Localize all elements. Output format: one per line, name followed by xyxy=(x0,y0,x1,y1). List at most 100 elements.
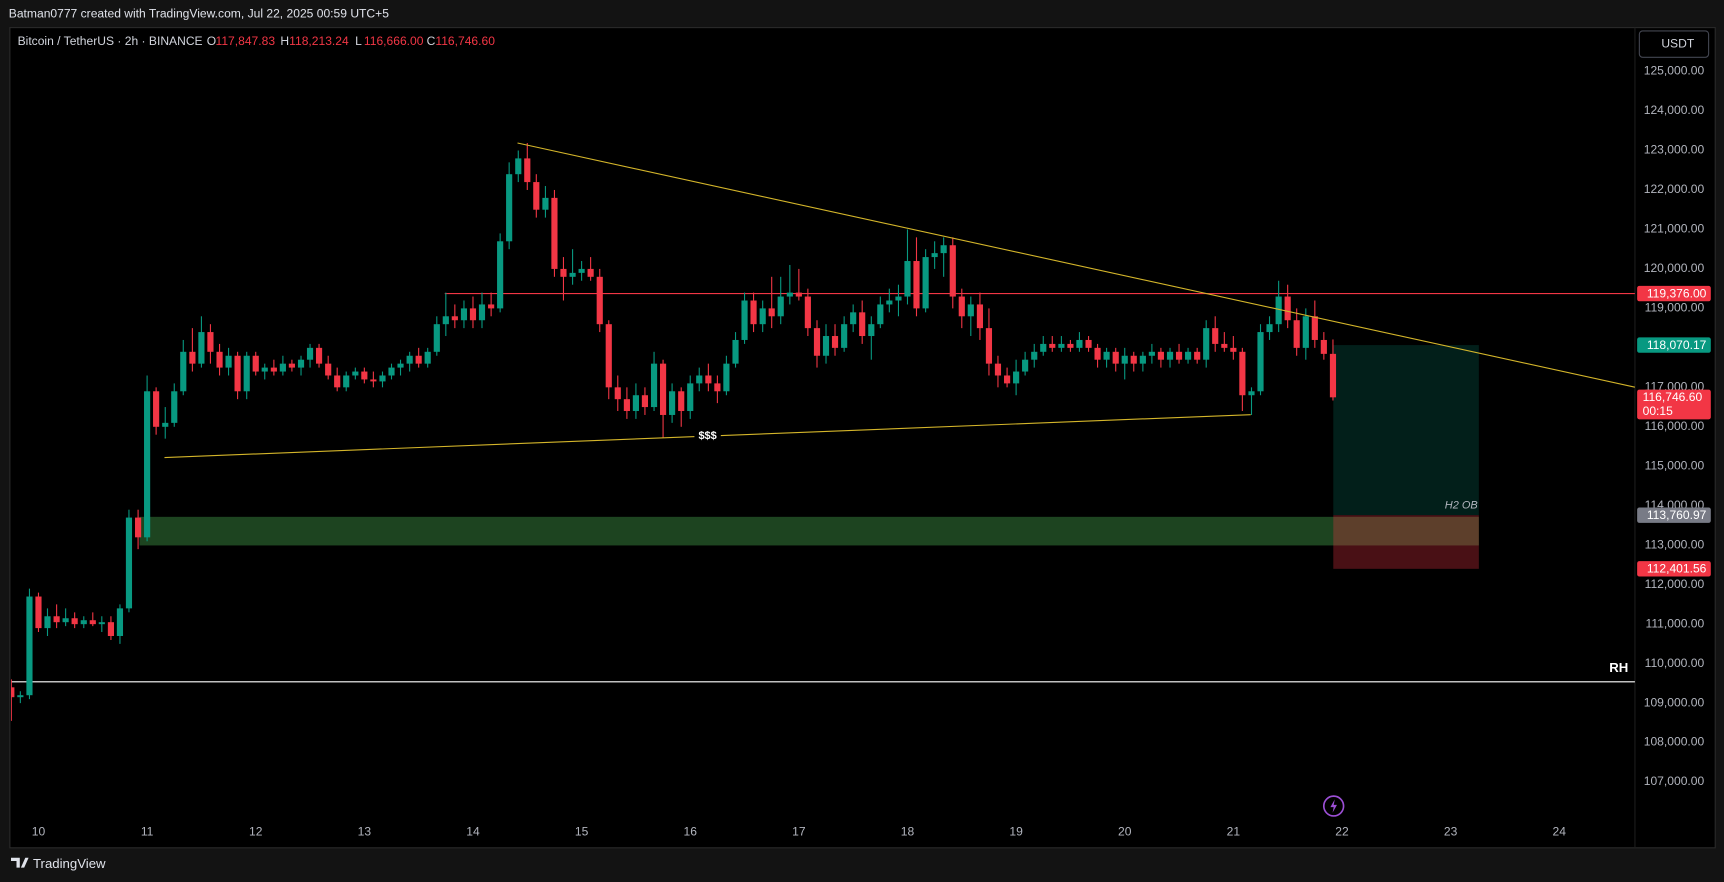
alert-bolt[interactable] xyxy=(1330,799,1337,813)
candle-body xyxy=(669,391,676,415)
candle-body xyxy=(904,261,911,297)
candle-body xyxy=(1166,351,1174,360)
y-tick-label: 107,000.00 xyxy=(1644,774,1705,788)
candle-body xyxy=(225,355,232,368)
candle-body xyxy=(1013,371,1020,384)
candle-body xyxy=(976,304,984,329)
candle-body xyxy=(1031,351,1038,360)
candle-body xyxy=(10,687,15,698)
candle-body xyxy=(804,296,811,329)
candle-body xyxy=(153,391,160,427)
x-tick-label: 10 xyxy=(32,825,46,839)
brand-logo[interactable] xyxy=(10,857,29,868)
axes: 107,000.00 108,000.00 109,000.00 110,000.00… xyxy=(32,64,1711,839)
candle-body xyxy=(868,324,875,337)
candle-body xyxy=(261,367,268,372)
candle-body xyxy=(107,622,115,636)
alert-circle[interactable] xyxy=(1322,795,1345,817)
candle-body xyxy=(850,312,857,325)
trendline-text-bg xyxy=(694,428,721,444)
y-tick-label: 109,000.00 xyxy=(1644,695,1705,709)
candle-body xyxy=(469,308,477,321)
candle-body xyxy=(198,332,205,364)
candle-body xyxy=(1067,343,1074,348)
candle-body xyxy=(1022,359,1029,372)
ohlc-prefix: H xyxy=(280,34,289,48)
x-tick-label: 21 xyxy=(1227,825,1241,839)
x-tick-label: 18 xyxy=(901,825,915,839)
y-tick-label: 121,000.00 xyxy=(1644,222,1705,236)
level-price-label: 119,376.00 xyxy=(1647,286,1707,300)
candle-body xyxy=(488,304,495,309)
y-tick-label: 120,000.00 xyxy=(1644,261,1705,275)
candle-body xyxy=(596,276,603,325)
candle-body xyxy=(433,324,440,352)
candle-body xyxy=(967,304,974,317)
candle-body xyxy=(841,324,848,348)
y-tick-label: 123,000.00 xyxy=(1644,143,1705,157)
brand-name[interactable]: TradingView xyxy=(33,856,106,871)
stop-price-label: 112,401.56 xyxy=(1647,562,1707,576)
candle-body xyxy=(270,367,277,372)
candle-body xyxy=(361,371,368,380)
candle-body xyxy=(768,308,775,317)
candle-body xyxy=(641,395,649,408)
candle-body xyxy=(578,268,585,273)
candle-body xyxy=(442,316,449,325)
candle-body xyxy=(379,375,386,382)
ohlc-prefix: C xyxy=(427,34,436,48)
candle-body xyxy=(216,351,223,368)
candle-body xyxy=(98,622,105,625)
candle-body xyxy=(587,268,594,277)
candle-body xyxy=(714,383,721,392)
candle-body xyxy=(252,355,259,372)
alert-icon[interactable] xyxy=(1322,795,1345,817)
candle-body xyxy=(940,245,947,254)
candle-body xyxy=(1049,343,1056,348)
x-tick-label: 12 xyxy=(249,825,263,839)
currency-button[interactable]: USDT xyxy=(1638,30,1710,58)
candle-body xyxy=(325,363,332,376)
ohlc-prefix: L xyxy=(355,34,362,48)
candle-body xyxy=(1329,353,1337,398)
candle-body xyxy=(678,391,685,412)
level-price-label-bg xyxy=(1637,285,1711,302)
brand[interactable]: TradingView xyxy=(10,856,106,871)
candle-body xyxy=(958,296,965,317)
candle-body xyxy=(1094,347,1101,360)
x-tick-label: 17 xyxy=(792,825,806,839)
candle-body xyxy=(406,355,413,364)
candle-body xyxy=(605,324,612,388)
y-tick-label: 111,000.00 xyxy=(1646,616,1705,630)
entry-price-label-bg xyxy=(1637,507,1711,523)
candle-body xyxy=(1302,316,1309,348)
candle-body xyxy=(1275,296,1282,325)
candle-body xyxy=(352,371,359,376)
candle-body xyxy=(306,347,314,360)
candle-body xyxy=(297,359,305,368)
candle-body xyxy=(795,292,802,297)
candle-body xyxy=(723,363,730,392)
currency[interactable]: USDT xyxy=(1661,36,1695,50)
candle-body xyxy=(759,308,766,325)
candle-body xyxy=(1121,355,1128,364)
trendline-text: $$$ xyxy=(698,430,716,442)
candle-body xyxy=(569,272,576,277)
candle-body xyxy=(1076,339,1083,348)
position-target xyxy=(1333,345,1479,516)
currency-box[interactable] xyxy=(1638,30,1710,58)
candle-body xyxy=(877,304,884,325)
author-line: Batman0777 created with TradingView.com,… xyxy=(9,7,389,21)
candle-body xyxy=(1266,324,1273,333)
y-tick-label: 115,000.00 xyxy=(1645,458,1705,472)
candle-body xyxy=(288,363,295,368)
candle-body xyxy=(1221,343,1228,348)
candle-body xyxy=(116,608,124,636)
candle-body xyxy=(1040,343,1047,352)
candle-body xyxy=(931,253,938,258)
candle-body xyxy=(243,355,250,392)
candle-body xyxy=(949,245,956,297)
stop-price-label-bg xyxy=(1637,561,1711,577)
candle-body xyxy=(777,296,784,317)
